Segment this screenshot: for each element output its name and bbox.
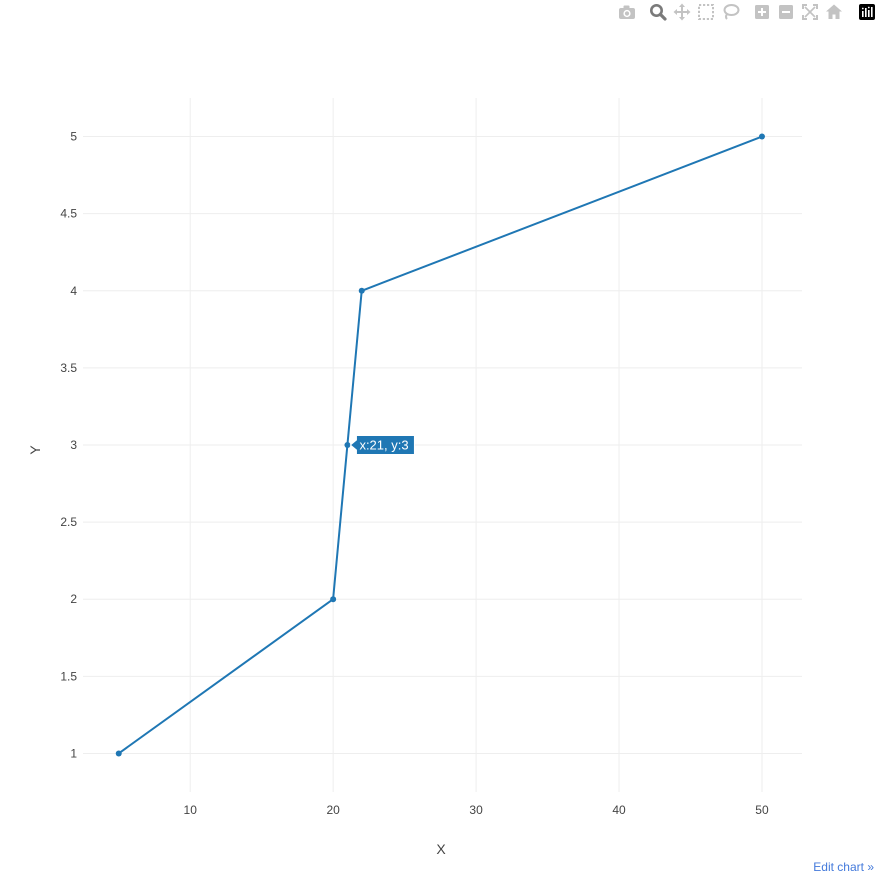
pan-icon[interactable] xyxy=(672,2,692,22)
tick-labels: 10 20 30 40 50 1 1.5 2 2.5 3 3.5 4 4.5 5 xyxy=(60,130,769,817)
zoom-out-icon[interactable] xyxy=(776,2,796,22)
x-tick-label: 10 xyxy=(184,803,198,817)
y-tick-label: 5 xyxy=(70,130,77,144)
hover-tooltip: x:21, y:3 xyxy=(349,435,415,455)
data-point[interactable] xyxy=(330,596,337,603)
lasso-select-icon[interactable] xyxy=(721,2,741,22)
y-tick-label: 4 xyxy=(70,284,77,298)
y-tick-label: 4.5 xyxy=(60,207,77,221)
tooltip-box xyxy=(349,435,415,455)
series-markers[interactable] xyxy=(115,133,765,757)
data-point[interactable] xyxy=(115,750,122,757)
camera-icon[interactable] xyxy=(617,2,637,22)
zoom-icon[interactable] xyxy=(648,2,668,22)
reset-axes-icon[interactable] xyxy=(824,2,844,22)
plotly-logo-icon[interactable] xyxy=(857,2,877,22)
x-tick-label: 20 xyxy=(326,803,340,817)
x-axis-title: X xyxy=(436,841,446,857)
y-tick-label: 1.5 xyxy=(60,669,77,683)
y-axis-title: Y xyxy=(27,445,43,455)
zoom-in-icon[interactable] xyxy=(752,2,772,22)
tooltip-text: x:21, y:3 xyxy=(359,438,408,453)
x-tick-label: 40 xyxy=(612,803,626,817)
y-tick-label: 3.5 xyxy=(60,361,77,375)
data-point[interactable] xyxy=(358,287,365,294)
grid-lines xyxy=(83,98,802,792)
data-point[interactable] xyxy=(344,442,351,448)
y-tick-label: 1 xyxy=(70,746,77,760)
edit-chart-link[interactable]: Edit chart » xyxy=(813,860,874,874)
y-tick-label: 2.5 xyxy=(60,515,77,529)
box-select-icon[interactable] xyxy=(696,2,716,22)
autoscale-icon[interactable] xyxy=(800,2,820,22)
x-tick-label: 30 xyxy=(469,803,483,817)
modebar xyxy=(0,0,878,26)
data-point[interactable] xyxy=(758,133,765,140)
y-tick-label: 3 xyxy=(70,438,77,452)
y-tick-label: 2 xyxy=(70,592,77,606)
x-tick-label: 50 xyxy=(755,803,769,817)
